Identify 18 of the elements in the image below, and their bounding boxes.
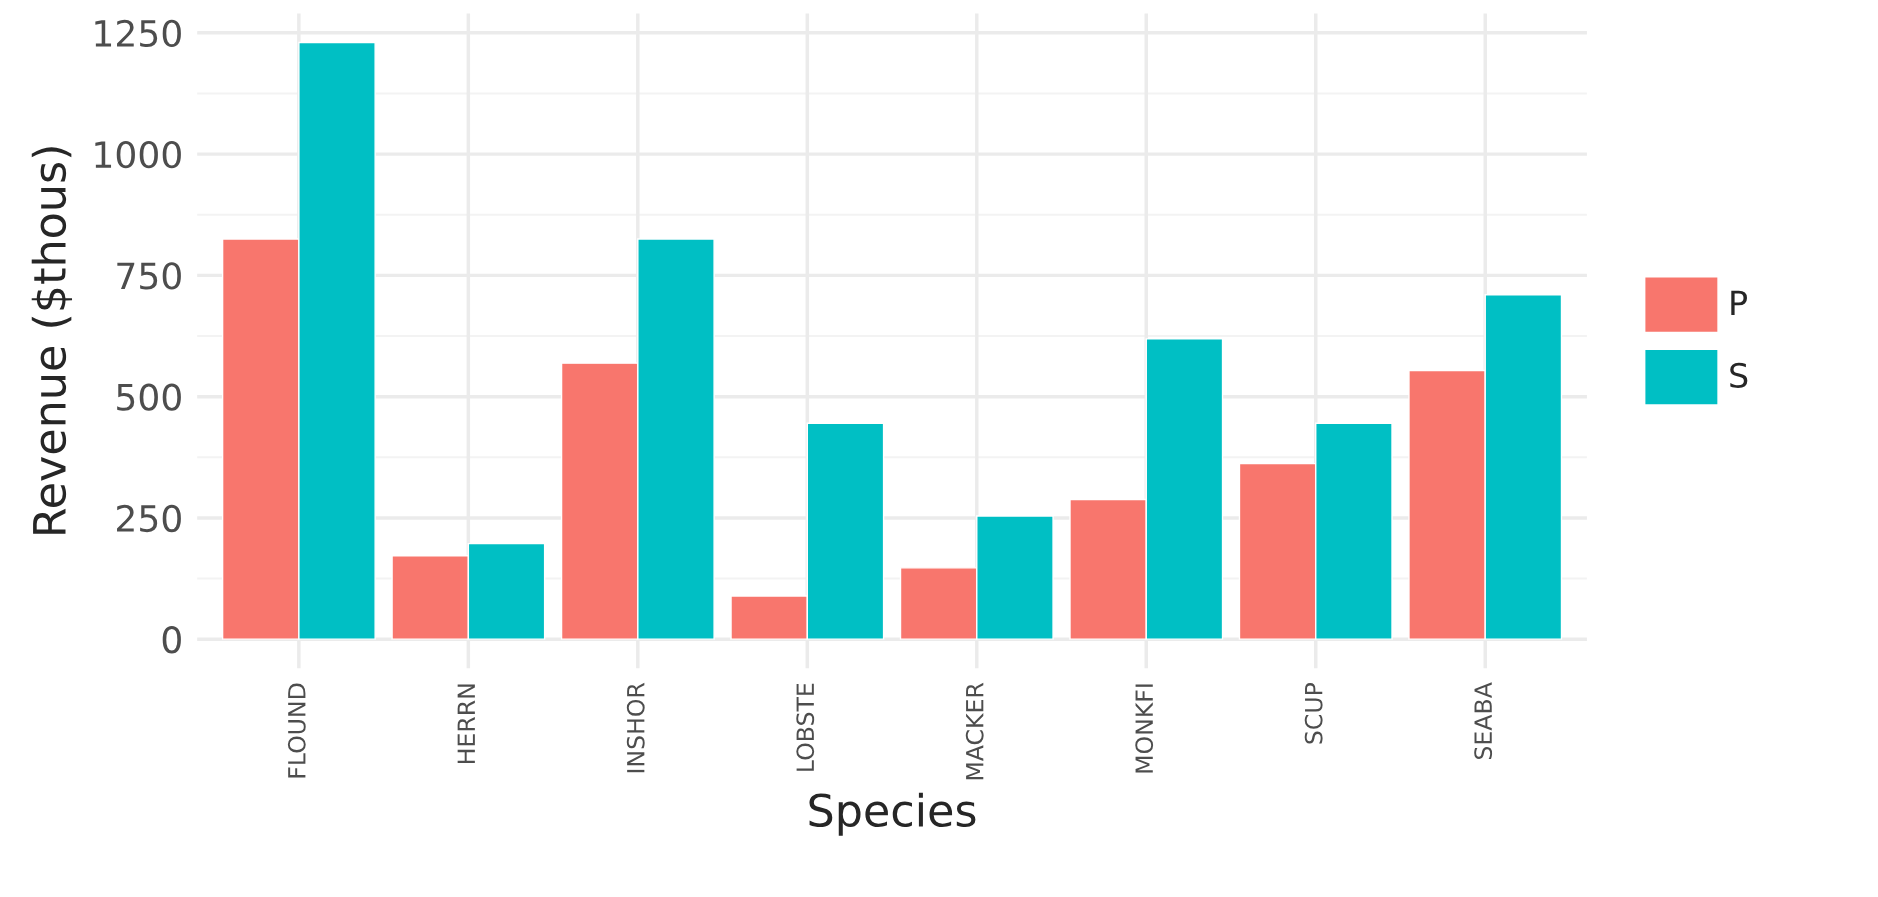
x-tick-label: SCUP [1304,682,1323,744]
x-tick-label: INSHOR [626,682,645,773]
x-tick-label: HERRN [457,684,475,763]
x-tick-label: MONKFI [1135,684,1154,773]
y-tick-label: 1000 [95,141,181,169]
y-tick-label: 750 [117,262,181,290]
x-tick-label: MACKER [965,682,984,780]
legend-label: P [1731,290,1747,316]
y-tick-label: 1250 [95,19,181,48]
x-axis-title: Species [809,792,976,836]
x-tick-label: FLOUND [287,683,306,778]
y-tick-label: 250 [117,504,181,533]
x-tick-label: LOBSTE [796,683,815,771]
y-tick-label: 500 [117,383,181,411]
y-axis-title: Revenue ($thous) [31,147,73,534]
y-tick-label: 0 [162,626,181,654]
legend-label: S [1730,362,1748,388]
x-tick-label: SEABA [1474,682,1493,760]
